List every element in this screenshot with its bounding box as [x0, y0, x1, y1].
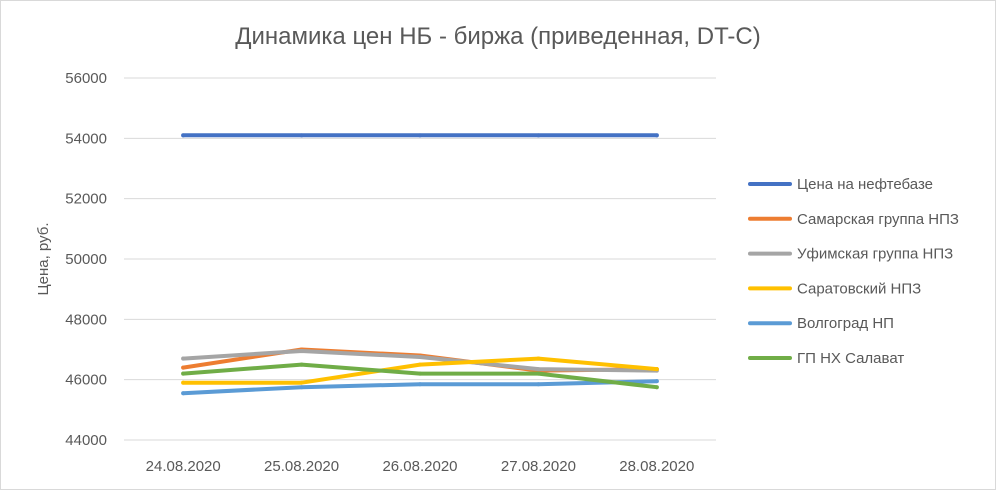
data-point	[654, 385, 659, 390]
data-point	[181, 356, 186, 361]
data-point	[299, 133, 304, 138]
y-axis-label: Цена, руб.	[35, 222, 52, 295]
gridlines	[124, 77, 716, 441]
x-tick-label: 26.08.2020	[382, 458, 457, 475]
data-point	[418, 355, 422, 360]
legend-entry-label: ГП НХ Салават	[797, 350, 904, 367]
legend-entry-label: Волгоград НП	[797, 315, 894, 332]
data-point	[418, 382, 422, 387]
x-tick-label: 27.08.2020	[501, 458, 576, 475]
data-point	[299, 362, 304, 367]
y-tick-label: 52000	[65, 191, 107, 208]
data-point	[299, 385, 304, 390]
data-point	[181, 391, 186, 396]
data-point	[299, 349, 304, 354]
y-tick-label: 50000	[65, 251, 107, 268]
data-point	[536, 356, 541, 361]
legend-entry-label: Уфимская группа НПЗ	[797, 246, 953, 263]
data-point	[536, 382, 541, 387]
y-axis-ticks: 44000 46000 48000 50000 52000 54000 56000	[65, 70, 107, 449]
data-point	[299, 380, 304, 385]
y-tick-label: 46000	[65, 372, 107, 389]
legend-entry-label: Самарская группа НПЗ	[797, 211, 959, 228]
legend: Цена на нефтебазе Самарская группа НПЗ Уфи…	[748, 176, 959, 367]
y-tick-label: 44000	[65, 432, 107, 449]
legend-entry-label: Цена на нефтебазе	[797, 176, 933, 193]
data-point	[181, 365, 186, 370]
data-point	[654, 133, 659, 138]
series-lines	[181, 133, 659, 396]
data-point	[536, 371, 541, 376]
x-axis-ticks: 24.08.2020 25.08.2020 26.08.2020 27.08.2020…	[146, 458, 695, 475]
data-point	[181, 371, 186, 376]
y-tick-label: 56000	[65, 70, 107, 87]
chart-title: Динамика цен НБ - биржа (приведенная, DT…	[235, 23, 761, 50]
y-tick-label: 54000	[65, 130, 107, 147]
data-point	[418, 362, 422, 367]
y-tick-label: 48000	[65, 311, 107, 328]
data-point	[418, 133, 422, 138]
x-tick-label: 24.08.2020	[146, 458, 221, 475]
data-point	[536, 367, 541, 372]
data-point	[536, 133, 541, 138]
data-point	[181, 133, 186, 138]
legend-entry-label: Саратовский НПЗ	[797, 280, 921, 297]
data-point	[654, 367, 659, 372]
data-point	[181, 380, 186, 385]
data-point	[418, 371, 422, 376]
x-tick-label: 28.08.2020	[619, 458, 694, 475]
data-point	[654, 379, 659, 384]
x-tick-label: 25.08.2020	[264, 458, 339, 475]
